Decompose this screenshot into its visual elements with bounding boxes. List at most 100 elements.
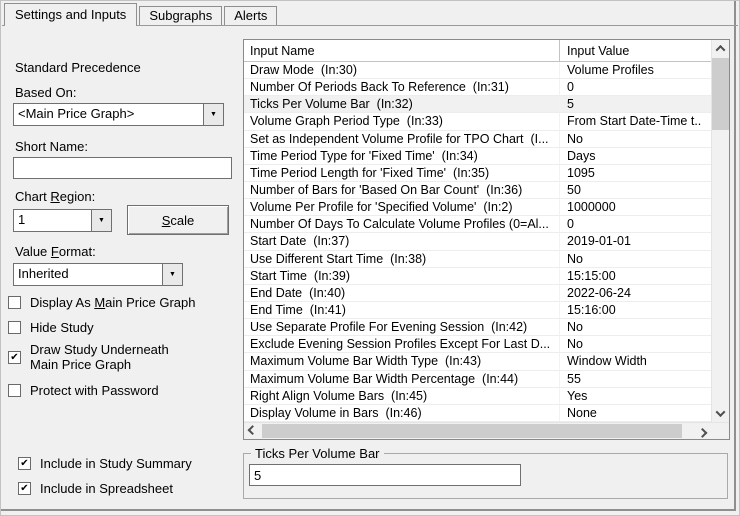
- input-value-cell: Volume Profiles: [567, 63, 654, 78]
- table-row[interactable]: Time Period Type for 'Fixed Time' (In:34…: [244, 147, 711, 165]
- table-row[interactable]: Display Volume in Bars (In:46) None: [244, 404, 711, 422]
- checkbox-include-in-study-summary[interactable]: ✔ Include in Study Summary: [18, 456, 192, 471]
- scale-button-label: Scale: [161, 212, 195, 228]
- input-name-cell: Number Of Periods Back To Reference (In:…: [244, 79, 560, 96]
- value-format-value: Inherited: [18, 266, 69, 281]
- dialog-right-edge: [734, 1, 736, 511]
- input-name-cell: Maximum Volume Bar Width Percentage (In:…: [244, 370, 560, 387]
- table-row[interactable]: Right Align Volume Bars (In:45) Yes: [244, 387, 711, 405]
- scroll-right-button[interactable]: [694, 423, 711, 440]
- table-row[interactable]: Draw Mode (In:30) Volume Profiles: [244, 62, 711, 80]
- table-row[interactable]: Set as Independent Volume Profile for TP…: [244, 130, 711, 148]
- chevron-up-icon: [715, 44, 726, 55]
- input-value-cell: No: [567, 251, 583, 266]
- table-row[interactable]: Number Of Periods Back To Reference (In:…: [244, 79, 711, 97]
- horizontal-scrollbar[interactable]: [244, 422, 729, 439]
- checkbox-include-in-spreadsheet[interactable]: ✔ Include in Spreadsheet: [18, 481, 173, 496]
- short-name-input[interactable]: [13, 157, 232, 179]
- checkbox-draw-study-underneath[interactable]: ✔ Draw Study Underneath Main Price Graph: [8, 342, 169, 372]
- input-value-cell: 55: [567, 371, 581, 386]
- checkbox-hide-study[interactable]: Hide Study: [8, 320, 94, 335]
- input-name-cell: Display Volume in Bars (In:46): [244, 404, 560, 421]
- checkbox-protect-with-password[interactable]: Protect with Password: [8, 383, 159, 398]
- input-value-cell: 2019-01-01: [567, 234, 631, 249]
- table-row[interactable]: Use Separate Profile For Evening Session…: [244, 319, 711, 337]
- tab-alerts[interactable]: Alerts: [224, 6, 278, 25]
- value-format-select[interactable]: Inherited ▼: [13, 263, 183, 286]
- scale-button[interactable]: Scale: [127, 205, 229, 235]
- vertical-scroll-thumb[interactable]: [712, 58, 729, 130]
- input-value-cell: 0: [567, 217, 574, 232]
- chevron-left-icon: [247, 425, 258, 436]
- chart-region-value: 1: [18, 212, 26, 227]
- input-name-cell: Use Different Start Time (In:38): [244, 250, 560, 267]
- input-value-cell: No: [567, 320, 583, 335]
- table-row[interactable]: Volume Per Profile for 'Specified Volume…: [244, 199, 711, 217]
- based-on-select[interactable]: <Main Price Graph> ▼: [13, 103, 224, 126]
- input-value-cell: 2022-06-24: [567, 285, 631, 300]
- column-header-input-name[interactable]: Input Name: [244, 40, 560, 61]
- scroll-left-button[interactable]: [244, 423, 261, 440]
- horizontal-scroll-thumb[interactable]: [262, 424, 682, 438]
- input-value-cell: No: [567, 337, 583, 352]
- column-header-input-value[interactable]: Input Value: [567, 43, 630, 58]
- input-name-cell: Start Date (In:37): [244, 233, 560, 250]
- selected-input-title: Ticks Per Volume Bar: [251, 446, 384, 461]
- table-row[interactable]: Exclude Evening Session Profiles Except …: [244, 336, 711, 354]
- input-value-cell: 0: [567, 80, 574, 95]
- input-name-cell: Draw Mode (In:30): [244, 62, 560, 79]
- input-value-cell: Days: [567, 148, 596, 163]
- checkbox-display-as-main-price-graph[interactable]: Display As Main Price Graph: [8, 295, 195, 310]
- scroll-up-button[interactable]: [712, 40, 729, 57]
- input-value-cell: From Start Date-Time t..: [567, 114, 702, 129]
- value-format-dropdown-button[interactable]: ▼: [162, 264, 182, 285]
- table-row[interactable]: Number Of Days To Calculate Volume Profi…: [244, 216, 711, 234]
- input-name-cell: Time Period Type for 'Fixed Time' (In:34…: [244, 147, 560, 164]
- input-name-cell: End Time (In:41): [244, 301, 560, 319]
- based-on-dropdown-button[interactable]: ▼: [203, 104, 223, 125]
- vertical-scrollbar[interactable]: [711, 40, 729, 422]
- input-name-cell: Use Separate Profile For Evening Session…: [244, 319, 560, 336]
- table-row[interactable]: End Date (In:40) 2022-06-24: [244, 284, 711, 302]
- input-value-cell: 1095: [567, 165, 595, 180]
- checkbox-label: Include in Spreadsheet: [40, 481, 173, 496]
- table-row[interactable]: Number of Bars for 'Based On Bar Count' …: [244, 181, 711, 200]
- checkbox-icon: ✔: [8, 350, 21, 364]
- vertical-scroll-track[interactable]: [712, 57, 729, 405]
- input-value-cell: 5: [567, 97, 574, 112]
- table-row[interactable]: Use Different Start Time (In:38) No: [244, 250, 711, 268]
- checkbox-label: Include in Study Summary: [40, 456, 192, 471]
- table-row[interactable]: Ticks Per Volume Bar (In:32) 5: [244, 96, 711, 114]
- table-row[interactable]: Maximum Volume Bar Width Type (In:43) Win…: [244, 353, 711, 371]
- horizontal-scroll-track[interactable]: [261, 423, 694, 439]
- checkbox-label: Display As Main Price Graph: [30, 295, 196, 310]
- table-row[interactable]: Volume Graph Period Type (In:33) From Sta…: [244, 113, 711, 131]
- input-name-cell: Ticks Per Volume Bar (In:32): [244, 96, 560, 113]
- chart-region-select[interactable]: 1 ▼: [13, 209, 112, 232]
- input-name-cell: Exclude Evening Session Profiles Except …: [244, 336, 560, 353]
- table-row[interactable]: Start Date (In:37) 2019-01-01: [244, 233, 711, 251]
- dialog-bottom-edge: [1, 509, 736, 511]
- tab-strip-divider: [2, 25, 738, 26]
- input-value-cell: 1000000: [567, 200, 616, 215]
- table-row[interactable]: Time Period Length for 'Fixed Time' (In:…: [244, 164, 711, 182]
- scroll-down-button[interactable]: [712, 405, 729, 422]
- checkbox-label: Draw Study Underneath Main Price Graph: [30, 342, 169, 372]
- tab-subgraphs[interactable]: Subgraphs: [139, 6, 223, 25]
- chart-region-dropdown-button[interactable]: ▼: [91, 210, 111, 231]
- table-row[interactable]: Maximum Volume Bar Width Percentage (In:…: [244, 370, 711, 388]
- table-row[interactable]: End Time (In:41) 15:16:00: [244, 301, 711, 320]
- inputs-table: Input Name Input Value Draw Mode (In:30)…: [243, 39, 730, 440]
- selected-input-groupbox: Ticks Per Volume Bar: [243, 446, 728, 499]
- checkbox-label: Hide Study: [30, 320, 94, 335]
- chevron-down-icon: [715, 407, 726, 418]
- input-value-cell: 50: [567, 183, 581, 198]
- table-row[interactable]: Start Time (In:39) 15:15:00: [244, 267, 711, 285]
- selected-input-value-field[interactable]: [249, 464, 521, 486]
- short-name-label: Short Name:: [15, 139, 88, 154]
- chart-region-label: Chart Region:: [15, 189, 96, 204]
- tab-settings-and-inputs[interactable]: Settings and Inputs: [4, 3, 138, 26]
- based-on-label: Based On:: [15, 85, 77, 100]
- input-value-cell: Yes: [567, 388, 588, 403]
